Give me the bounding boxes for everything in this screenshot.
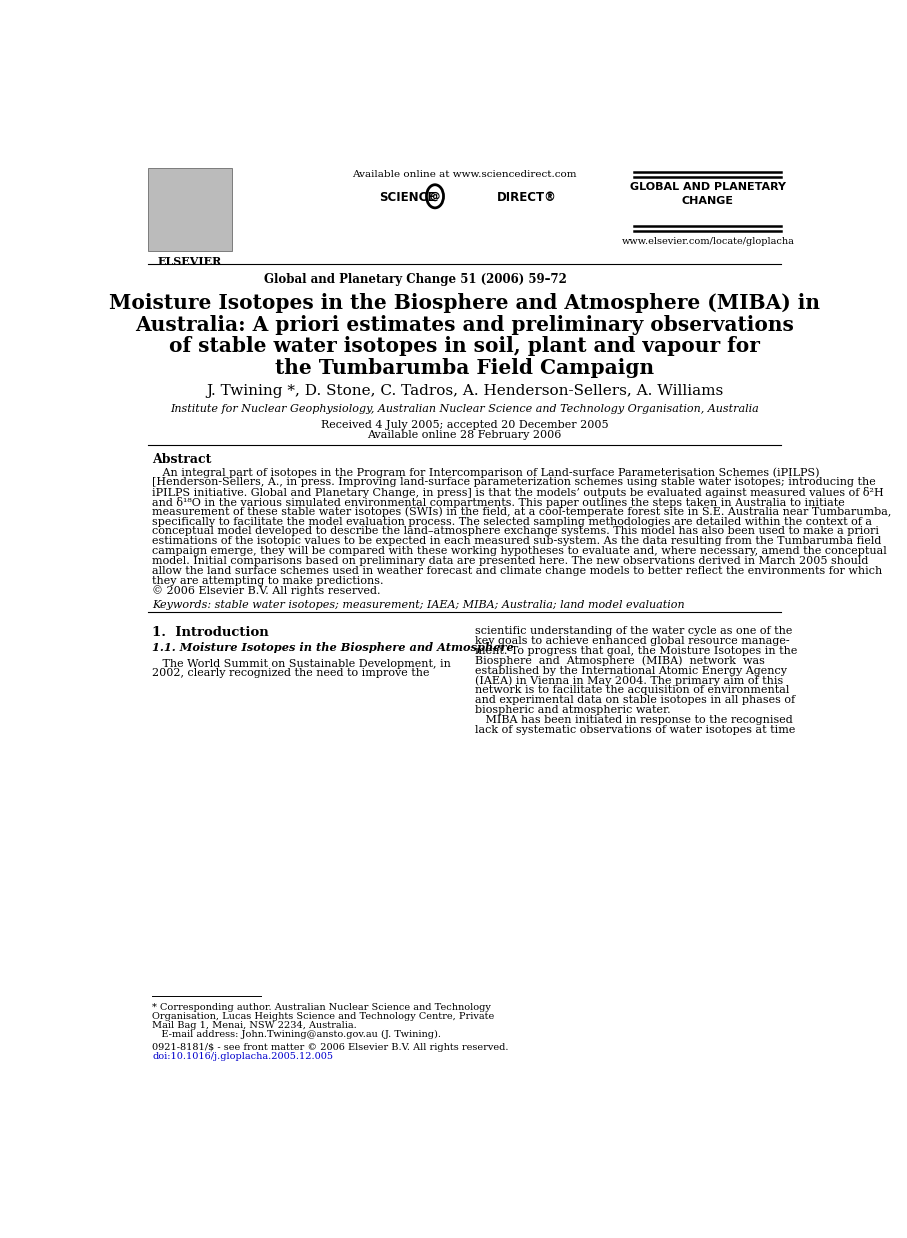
Text: Organisation, Lucas Heights Science and Technology Centre, Private: Organisation, Lucas Heights Science and …: [152, 1013, 494, 1021]
Text: Abstract: Abstract: [152, 453, 211, 467]
Text: Received 4 July 2005; accepted 20 December 2005: Received 4 July 2005; accepted 20 Decemb…: [321, 421, 609, 431]
Text: campaign emerge, they will be compared with these working hypotheses to evaluate: campaign emerge, they will be compared w…: [152, 546, 887, 556]
Text: (IAEA) in Vienna in May 2004. The primary aim of this: (IAEA) in Vienna in May 2004. The primar…: [475, 676, 784, 686]
Text: biospheric and atmospheric water.: biospheric and atmospheric water.: [475, 706, 671, 716]
Bar: [148, 168, 232, 251]
Text: [Henderson-Sellers, A., in press. Improving land-surface parameterization scheme: [Henderson-Sellers, A., in press. Improv…: [152, 477, 876, 488]
Text: ment. To progress that goal, the Moisture Isotopes in the: ment. To progress that goal, the Moistur…: [475, 646, 797, 656]
Text: SCIENCE: SCIENCE: [378, 191, 435, 204]
Text: measurement of these stable water isotopes (SWIs) in the field, at a cool-temper: measurement of these stable water isotop…: [152, 506, 892, 517]
Text: Available online 28 February 2006: Available online 28 February 2006: [367, 431, 561, 441]
Text: Keywords: stable water isotopes; measurement; IAEA; MIBA; Australia; land model : Keywords: stable water isotopes; measure…: [152, 600, 685, 610]
Text: An integral part of isotopes in the Program for Intercomparison of Land-surface : An integral part of isotopes in the Prog…: [152, 467, 820, 478]
Text: The World Summit on Sustainable Development, in: The World Summit on Sustainable Developm…: [152, 659, 451, 669]
Text: www.elsevier.com/locate/gloplacha: www.elsevier.com/locate/gloplacha: [621, 238, 795, 246]
Text: Mail Bag 1, Menai, NSW 2234, Australia.: Mail Bag 1, Menai, NSW 2234, Australia.: [152, 1021, 356, 1030]
Text: MIBA has been initiated in response to the recognised: MIBA has been initiated in response to t…: [475, 716, 793, 725]
Text: Moisture Isotopes in the Biosphere and Atmosphere (MIBA) in: Moisture Isotopes in the Biosphere and A…: [109, 293, 820, 313]
Text: ELSEVIER: ELSEVIER: [158, 256, 222, 267]
Text: model. Initial comparisons based on preliminary data are presented here. The new: model. Initial comparisons based on prel…: [152, 556, 869, 566]
Text: estimations of the isotopic values to be expected in each measured sub-system. A: estimations of the isotopic values to be…: [152, 536, 882, 546]
Text: * Corresponding author. Australian Nuclear Science and Technology: * Corresponding author. Australian Nucle…: [152, 1003, 491, 1013]
Text: specifically to facilitate the model evaluation process. The selected sampling m: specifically to facilitate the model eva…: [152, 516, 873, 526]
Text: J. Twining *, D. Stone, C. Tadros, A. Henderson-Sellers, A. Williams: J. Twining *, D. Stone, C. Tadros, A. He…: [206, 384, 723, 399]
Text: of stable water isotopes in soil, plant and vapour for: of stable water isotopes in soil, plant …: [169, 337, 760, 357]
Text: established by the International Atomic Energy Agency: established by the International Atomic …: [475, 666, 787, 676]
Text: 1.  Introduction: 1. Introduction: [152, 626, 268, 639]
Text: and δ¹⁸O in the various simulated environmental compartments. This paper outline: and δ¹⁸O in the various simulated enviro…: [152, 496, 845, 508]
Text: 1.1. Moisture Isotopes in the Biosphere and Atmosphere: 1.1. Moisture Isotopes in the Biosphere …: [152, 641, 514, 652]
Text: they are attempting to make predictions.: they are attempting to make predictions.: [152, 576, 384, 586]
Text: iPILPS initiative. Global and Planetary Change, in press] is that the models’ ou: iPILPS initiative. Global and Planetary …: [152, 487, 884, 498]
Text: lack of systematic observations of water isotopes at time: lack of systematic observations of water…: [475, 724, 795, 735]
Text: doi:10.1016/j.gloplacha.2005.12.005: doi:10.1016/j.gloplacha.2005.12.005: [152, 1052, 333, 1061]
Text: GLOBAL AND PLANETARY
CHANGE: GLOBAL AND PLANETARY CHANGE: [629, 182, 785, 206]
Text: E-mail address: John.Twining@ansto.gov.au (J. Twining).: E-mail address: John.Twining@ansto.gov.a…: [152, 1030, 441, 1039]
Text: Global and Planetary Change 51 (2006) 59–72: Global and Planetary Change 51 (2006) 59…: [264, 274, 567, 286]
Text: 2002, clearly recognized the need to improve the: 2002, clearly recognized the need to imp…: [152, 669, 430, 678]
Text: the Tumbarumba Field Campaign: the Tumbarumba Field Campaign: [275, 358, 654, 378]
Text: Australia: A priori estimates and preliminary observations: Australia: A priori estimates and prelim…: [135, 314, 794, 335]
Text: Available online at www.sciencedirect.com: Available online at www.sciencedirect.co…: [352, 170, 577, 180]
Text: Institute for Nuclear Geophysiology, Australian Nuclear Science and Technology O: Institute for Nuclear Geophysiology, Aus…: [171, 404, 759, 415]
Text: © 2006 Elsevier B.V. All rights reserved.: © 2006 Elsevier B.V. All rights reserved…: [152, 586, 381, 597]
Text: Biosphere  and  Atmosphere  (MIBA)  network  was: Biosphere and Atmosphere (MIBA) network …: [475, 656, 766, 666]
Text: network is to facilitate the acquisition of environmental: network is to facilitate the acquisition…: [475, 686, 790, 696]
Text: DIRECT®: DIRECT®: [497, 191, 557, 204]
Text: allow the land surface schemes used in weather forecast and climate change model: allow the land surface schemes used in w…: [152, 566, 883, 576]
Text: key goals to achieve enhanced global resource manage-: key goals to achieve enhanced global res…: [475, 636, 790, 646]
Text: conceptual model developed to describe the land–atmosphere exchange systems. Thi: conceptual model developed to describe t…: [152, 526, 879, 536]
Text: and experimental data on stable isotopes in all phases of: and experimental data on stable isotopes…: [475, 696, 795, 706]
Text: scientific understanding of the water cycle as one of the: scientific understanding of the water cy…: [475, 626, 793, 636]
Text: 0921-8181/$ - see front matter © 2006 Elsevier B.V. All rights reserved.: 0921-8181/$ - see front matter © 2006 El…: [152, 1044, 509, 1052]
Text: @: @: [430, 192, 440, 202]
